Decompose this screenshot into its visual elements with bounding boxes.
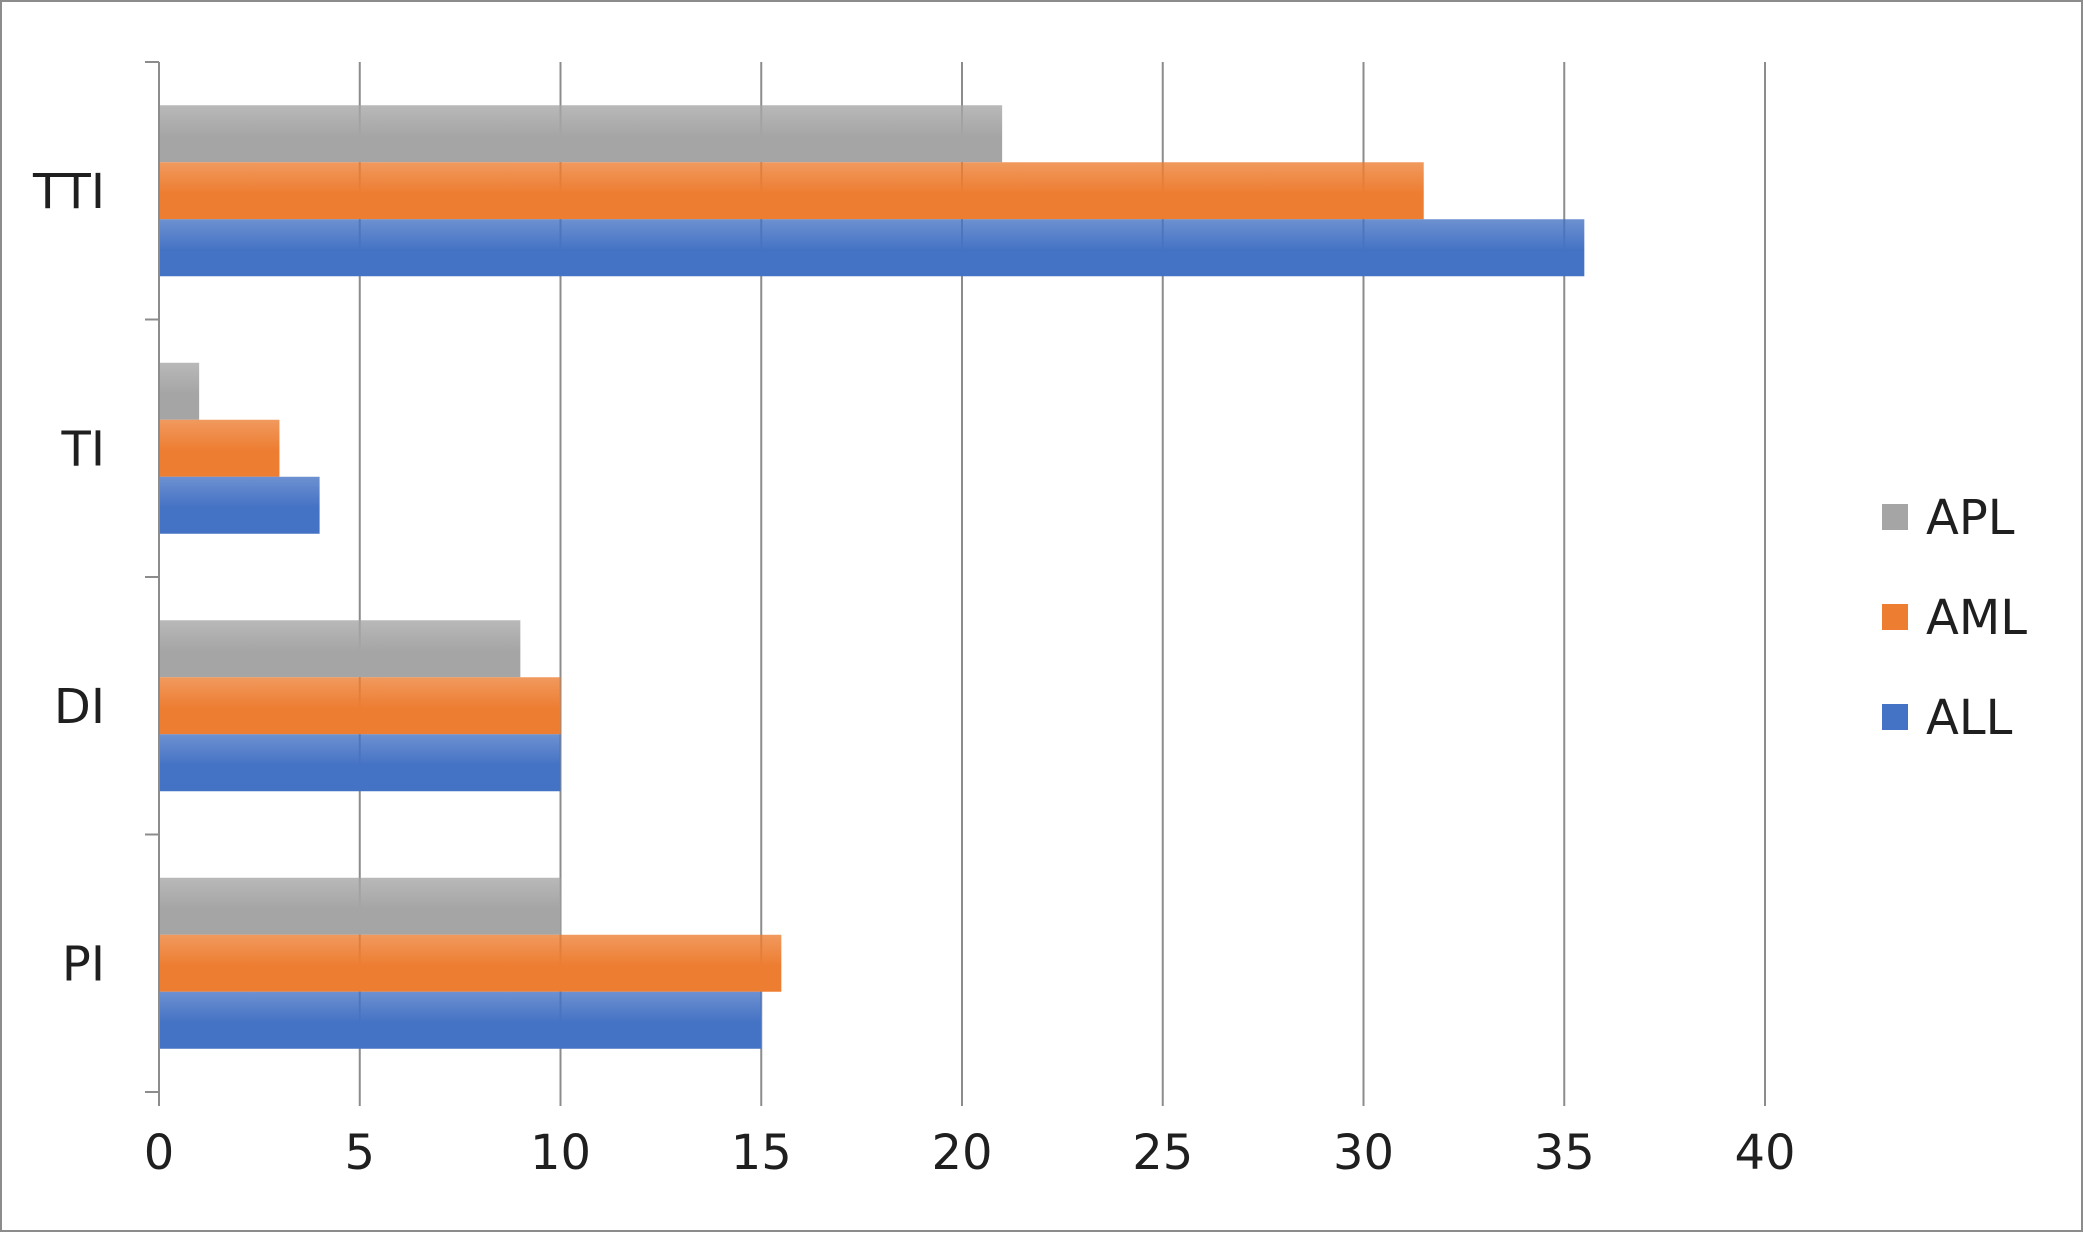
legend: APL AML ALL [1882,490,2027,746]
x-tick-label: 35 [1534,1125,1595,1181]
x-tick-label: 30 [1333,1125,1394,1181]
bar-all-pi [159,991,762,1049]
bar-apl-pi [159,877,561,935]
x-tick-label: 10 [530,1125,591,1181]
category-label: TI [61,421,105,477]
category-label: PI [62,936,105,992]
legend-swatch-aml [1882,604,1908,630]
legend-swatch-all [1882,704,1908,730]
category-labels: TTI TI DI PI [32,164,105,993]
bar-all-ti [159,476,320,534]
x-tick-label: 40 [1734,1125,1795,1181]
x-tick-label: 15 [731,1125,792,1181]
category-axis [145,61,160,1093]
bar-apl-tti [159,105,1003,163]
x-tick-label: 0 [144,1125,175,1181]
legend-swatch-apl [1882,504,1908,530]
bars [159,105,1585,1049]
legend-label-all: ALL [1926,690,2013,746]
legend-label-aml: AML [1926,590,2027,646]
bar-apl-di [159,620,521,678]
bar-all-di [159,734,561,792]
x-tick-label: 20 [931,1125,992,1181]
x-tick-label: 25 [1132,1125,1193,1181]
bar-aml-pi [159,934,782,992]
bar-aml-ti [159,419,280,477]
value-axis: 0 5 10 15 20 25 30 35 40 [144,1092,1796,1181]
bar-all-tti [159,219,1585,277]
category-label: TTI [32,164,105,220]
category-label: DI [54,679,105,735]
bar-aml-di [159,677,561,735]
legend-label-apl: APL [1926,490,2015,546]
bar-apl-ti [159,362,200,420]
x-tick-label: 5 [344,1125,375,1181]
bar-aml-tti [159,162,1424,220]
